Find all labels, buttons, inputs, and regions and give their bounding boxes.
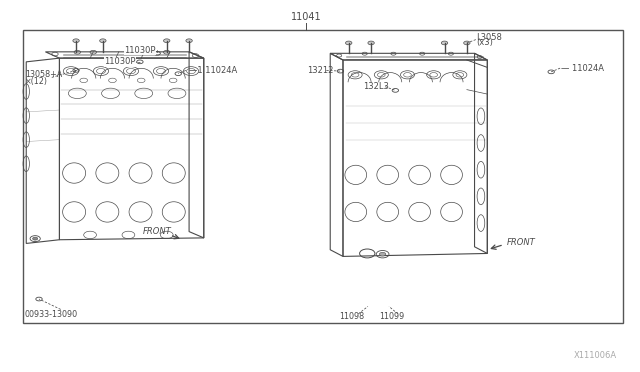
Circle shape	[368, 41, 374, 45]
Text: ×(12): ×(12)	[25, 77, 48, 86]
Text: (x3): (x3)	[476, 38, 493, 48]
Text: X111006A: X111006A	[574, 351, 617, 360]
Text: 00933-13090: 00933-13090	[25, 311, 78, 320]
Bar	[23, 31, 623, 323]
Circle shape	[100, 39, 106, 42]
Text: 132L3: 132L3	[364, 82, 389, 91]
Text: 11041: 11041	[291, 12, 321, 22]
Text: 11098: 11098	[339, 312, 364, 321]
Text: 13058+A: 13058+A	[25, 70, 62, 79]
Text: 11099: 11099	[379, 312, 404, 321]
Circle shape	[73, 39, 79, 42]
Circle shape	[464, 41, 470, 45]
Circle shape	[346, 41, 352, 45]
Circle shape	[33, 237, 38, 240]
Circle shape	[442, 41, 448, 45]
Circle shape	[186, 39, 192, 42]
Text: FRONT: FRONT	[506, 238, 535, 247]
Text: 11030P: 11030P	[124, 46, 156, 55]
Text: — 11024A: — 11024A	[561, 64, 604, 73]
Text: —1 11024A: —1 11024A	[189, 66, 237, 75]
Circle shape	[380, 252, 386, 256]
Text: L3058: L3058	[476, 32, 502, 42]
Text: 13212: 13212	[307, 66, 333, 75]
Circle shape	[164, 39, 170, 42]
Text: FRONT: FRONT	[143, 227, 172, 236]
Text: 11030P: 11030P	[104, 57, 136, 66]
